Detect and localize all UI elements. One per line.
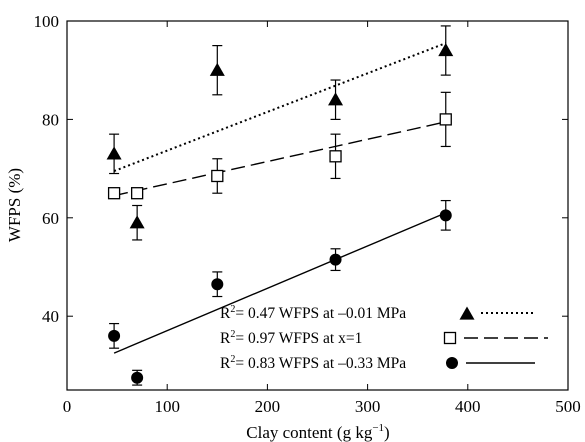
fit-line — [113, 42, 447, 172]
y-tick-label: 80 — [42, 110, 59, 129]
data-point — [131, 371, 144, 384]
data-point — [129, 215, 145, 229]
legend: R2= 0.47 WFPS at –0.01 MPa R2= 0.97 WFPS … — [220, 304, 548, 372]
plot-area — [66, 20, 569, 391]
legend-label: R2= 0.83 WFPS at –0.33 MPa — [220, 354, 406, 372]
y-axis-title: WFPS (%) — [5, 168, 24, 242]
x-tick-label: 500 — [555, 397, 581, 416]
data-point — [438, 43, 454, 57]
fit-lines — [113, 42, 447, 354]
plot-frame — [66, 20, 569, 391]
legend-marker — [446, 357, 458, 369]
fit-line — [113, 121, 446, 197]
x-tick-label: 100 — [154, 397, 180, 416]
data-point — [439, 113, 452, 126]
data-point — [209, 62, 225, 76]
y-tick-label: 40 — [42, 307, 59, 326]
data-point — [329, 150, 342, 163]
fit-line — [113, 212, 447, 354]
x-tick-label: 200 — [255, 397, 281, 416]
x-tick-label: 0 — [63, 397, 72, 416]
data-point — [107, 187, 121, 200]
y-tick-label: 100 — [34, 12, 60, 31]
y-tick-label: 60 — [42, 209, 59, 228]
x-axis-title-exponent: −1 — [372, 422, 384, 434]
axis-ticks: 0 100 200 300 400 500 40 60 80 100 — [34, 12, 581, 416]
data-points — [106, 43, 454, 384]
data-point — [130, 187, 144, 200]
data-point — [328, 92, 344, 106]
data-point — [211, 169, 224, 183]
legend-marker — [443, 331, 457, 345]
data-point — [108, 329, 121, 342]
legend-label: R2= 0.97 WFPS at x=1 — [220, 329, 362, 347]
data-point — [106, 146, 122, 160]
x-tick-label: 400 — [455, 397, 481, 416]
x-tick-label: 300 — [355, 397, 381, 416]
x-axis-title-close: ) — [384, 423, 390, 442]
x-axis-title: Clay content (g kg−1) — [246, 422, 389, 442]
data-point — [439, 209, 452, 222]
legend-marker — [459, 306, 475, 320]
legend-label: R2= 0.47 WFPS at –0.01 MPa — [220, 304, 406, 322]
data-point — [329, 253, 342, 266]
data-point — [211, 278, 224, 291]
